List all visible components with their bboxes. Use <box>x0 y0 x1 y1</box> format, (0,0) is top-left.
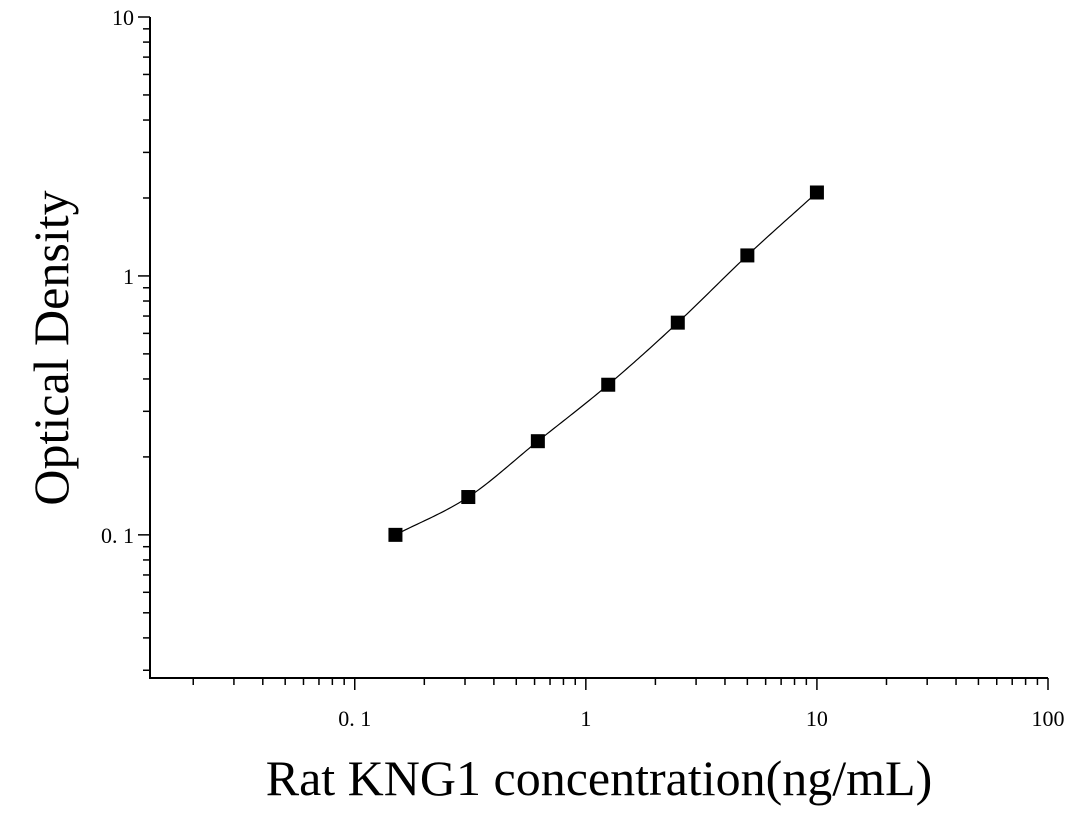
y-tick-label: 10 <box>112 5 134 30</box>
y-axis-title: Optical Density <box>23 190 79 505</box>
y-tick-label: 0. 1 <box>101 523 134 548</box>
data-point <box>388 527 403 542</box>
fit-curve-line <box>395 192 818 536</box>
data-point <box>530 434 545 449</box>
data-point <box>461 490 476 505</box>
data-point <box>809 185 824 200</box>
x-axis-title: Rat KNG1 concentration(ng/mL) <box>266 750 932 806</box>
data-points <box>388 185 824 542</box>
tick-labels: 0. 1 1 10 100 0. 1 1 10 <box>101 5 1065 731</box>
y-tick-label: 1 <box>123 264 134 289</box>
data-point <box>670 315 685 330</box>
data-point <box>740 248 755 263</box>
axes <box>138 16 1049 690</box>
x-tick-label: 10 <box>806 706 828 731</box>
data-point <box>601 377 616 392</box>
x-tick-label: 100 <box>1032 706 1065 731</box>
x-tick-label: 1 <box>580 706 591 731</box>
x-tick-label: 0. 1 <box>338 706 371 731</box>
fit-curve-layer <box>395 192 818 536</box>
